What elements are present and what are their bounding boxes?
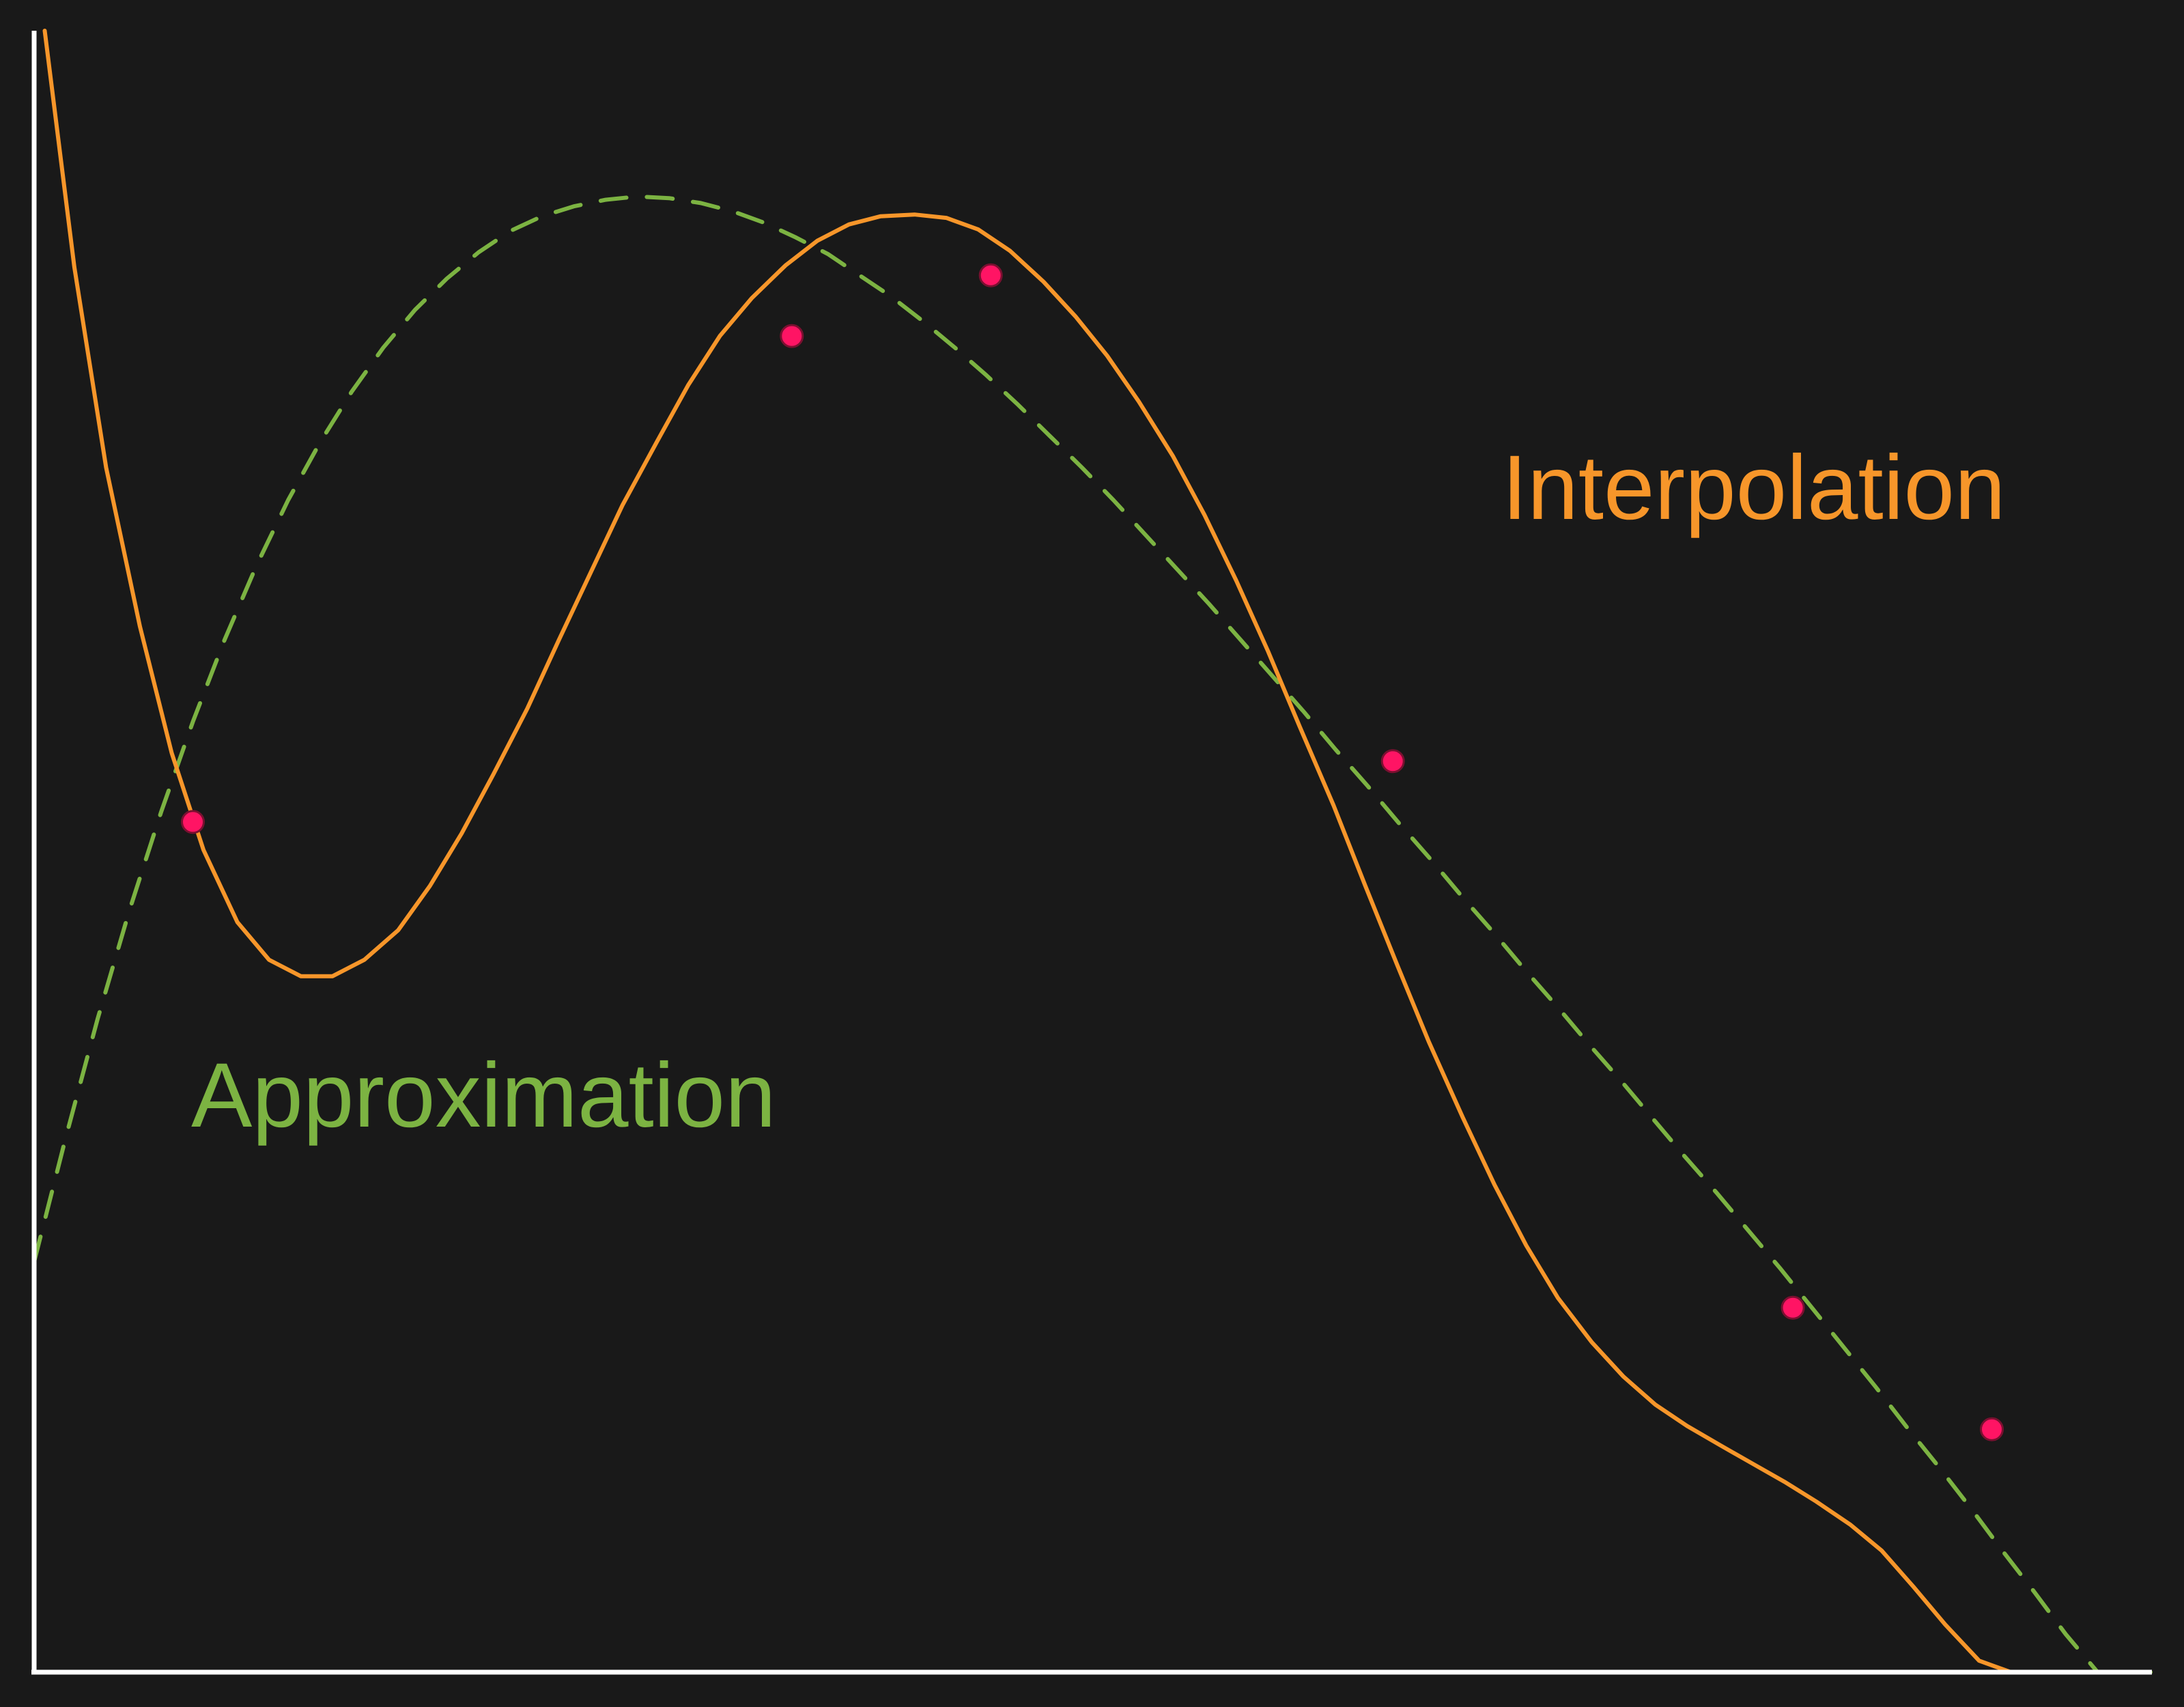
- data-point: [1781, 1295, 1805, 1320]
- data-point: [1980, 1417, 2004, 1441]
- approximation-line: [32, 194, 2153, 1674]
- data-point: [181, 810, 205, 834]
- interpolation-line: [42, 29, 2142, 1674]
- data-point: [978, 263, 1003, 287]
- interpolation-label: Interpolation: [1502, 437, 2006, 539]
- point-layer: [181, 263, 2004, 1441]
- approximation-label: Approximation: [191, 1045, 776, 1146]
- data-point: [1380, 749, 1405, 774]
- curve-layer: [32, 29, 2153, 1674]
- data-point: [780, 324, 804, 348]
